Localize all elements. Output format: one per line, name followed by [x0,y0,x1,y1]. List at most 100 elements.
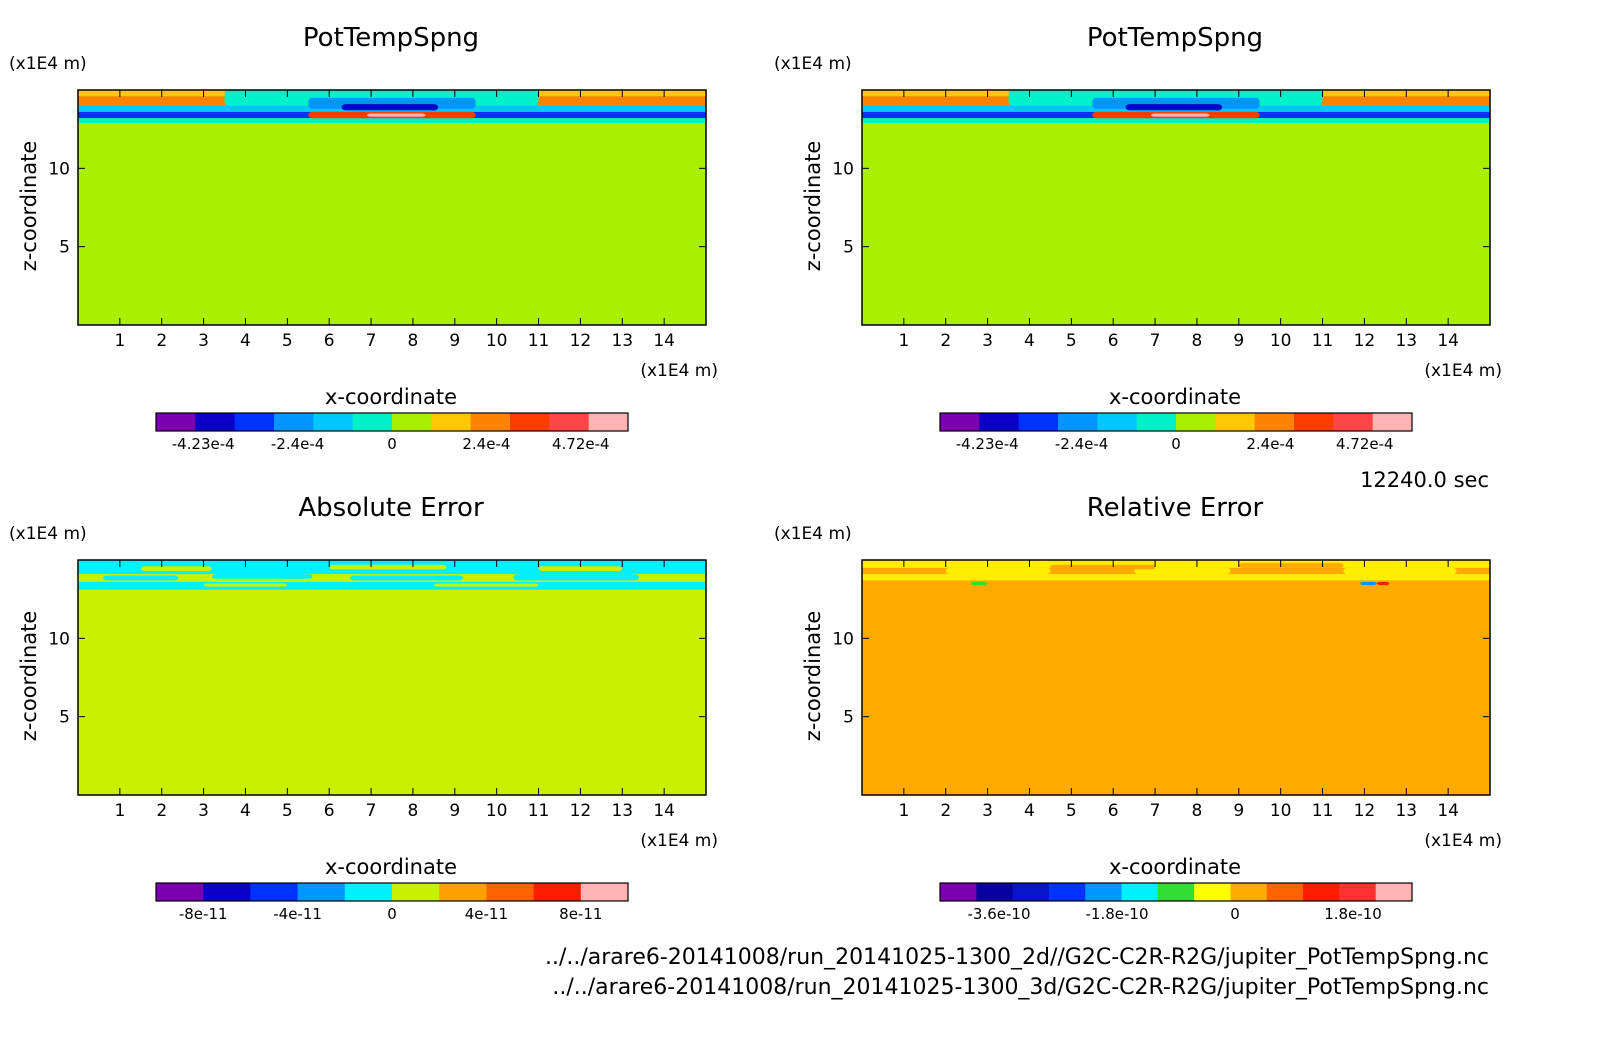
colorbar-swatch [940,413,980,431]
colorbar-swatch [1018,413,1059,431]
colorbar-frame [155,412,629,432]
heatmap-band [862,574,1490,581]
heatmap-feature [329,564,447,570]
plot-frame [861,89,1491,326]
y-tick-label: 10 [832,629,854,649]
colorbar-swatch [1012,883,1050,901]
heatmap-band [78,118,706,123]
colorbar-swatch [1097,413,1138,431]
x-tick-label: 13 [1395,331,1417,351]
y-axis-label: z-coordinate [801,141,825,272]
y-unit-label: (x1E4 m) [774,524,852,544]
heatmap-background [862,560,1490,795]
heatmap-background [78,560,706,795]
x-unit-label: (x1E4 m) [1424,831,1502,851]
heatmap-background [78,90,706,325]
heatmap-feature [970,581,988,586]
y-unit-label: (x1E4 m) [774,54,852,74]
y-tick-label: 10 [48,629,70,649]
colorbar-tick-label: 0 [387,905,397,923]
x-tick-label: 13 [1395,801,1417,821]
colorbar-tick-label: 4.72e-4 [552,435,610,453]
colorbar-swatch [979,413,1020,431]
x-tick-label: 8 [408,801,419,821]
colorbar-swatch [195,413,236,431]
x-tick-label: 11 [1312,801,1334,821]
colorbar: -4.23e-4 -2.4e-4 0 2.4e-4 4.72e-4 [155,412,629,453]
y-axis-label: z-coordinate [17,611,41,742]
colorbar-swatch [297,883,346,901]
x-tick-label: 1 [898,331,909,351]
colorbar-swatch [1303,883,1340,901]
x-axis-label: x-coordinate [1109,385,1241,409]
x-tick-label: 9 [449,331,460,351]
colorbar-swatch [1294,413,1334,431]
x-tick-label: 5 [282,331,293,351]
x-tick-label: 5 [1066,801,1077,821]
time-label: 12240.0 sec [1360,468,1489,492]
colorbar-swatch [1048,883,1086,901]
x-tick-label: 12 [570,331,592,351]
x-tick-label: 6 [324,331,335,351]
x-tick-label: 4 [240,331,251,351]
colorbar-tick-label: 0 [1171,435,1181,453]
x-tick-label: 11 [1312,331,1334,351]
colorbar-swatch [1339,883,1377,901]
heatmap-feature [140,566,212,571]
heatmap-feature [366,113,426,117]
heatmap-feature [1050,564,1156,570]
colorbar-tick-label: 2.4e-4 [462,435,510,453]
heatmap-band [862,118,1490,123]
colorbar-swatch [203,883,251,901]
heatmap-background [862,90,1490,325]
x-tick-label: 13 [611,331,633,351]
x-tick-label: 9 [449,801,460,821]
colorbar-tick-label: 1.8e-10 [1324,905,1382,923]
y-unit-label: (x1E4 m) [9,54,87,74]
x-tick-label: 14 [1437,331,1459,351]
colorbar-swatch [1136,413,1177,431]
x-tick-label: 8 [1192,801,1203,821]
colorbar-swatch [1333,413,1374,431]
colorbar-tick-label: -8e-11 [179,905,228,923]
colorbar-frame [939,412,1413,432]
x-tick-label: 14 [1437,801,1459,821]
colorbar-tick-label: -2.4e-4 [1055,435,1108,453]
x-tick-label: 10 [1270,331,1292,351]
y-tick-label: 5 [59,238,70,258]
x-tick-label: 6 [1108,801,1119,821]
y-tick-label: 5 [59,708,70,728]
colorbar-swatch [1085,883,1123,901]
heatmap-feature [341,104,439,111]
x-tick-label: 5 [1066,331,1077,351]
colorbar-swatch [549,413,590,431]
x-tick-label: 6 [324,801,335,821]
colorbar-swatch [940,883,977,901]
colorbar-swatch [510,413,550,431]
colorbar-swatch [1157,883,1195,901]
colorbar-swatch [352,413,393,431]
heatmap-feature [1360,581,1377,586]
x-tick-label: 10 [486,331,508,351]
x-tick-label: 3 [198,801,209,821]
colorbar-tick-label: 0 [1230,905,1240,923]
colorbar-tick-label: 4e-11 [465,905,508,923]
x-tick-label: 8 [408,331,419,351]
colorbar-tick-label: -4e-11 [273,905,322,923]
colorbar-swatch [486,883,535,901]
x-tick-label: 3 [982,331,993,351]
colorbar-frame [939,882,1413,902]
x-unit-label: (x1E4 m) [640,361,718,381]
colorbar-tick-label: -4.23e-4 [172,435,235,453]
x-tick-label: 4 [240,801,251,821]
x-tick-label: 11 [528,801,550,821]
x-axis-label: x-coordinate [1109,855,1241,879]
colorbar-tick-label: -2.4e-4 [271,435,324,453]
colorbar-swatch [1058,413,1098,431]
x-axis-label: x-coordinate [325,855,457,879]
heatmap-feature [1376,581,1390,586]
